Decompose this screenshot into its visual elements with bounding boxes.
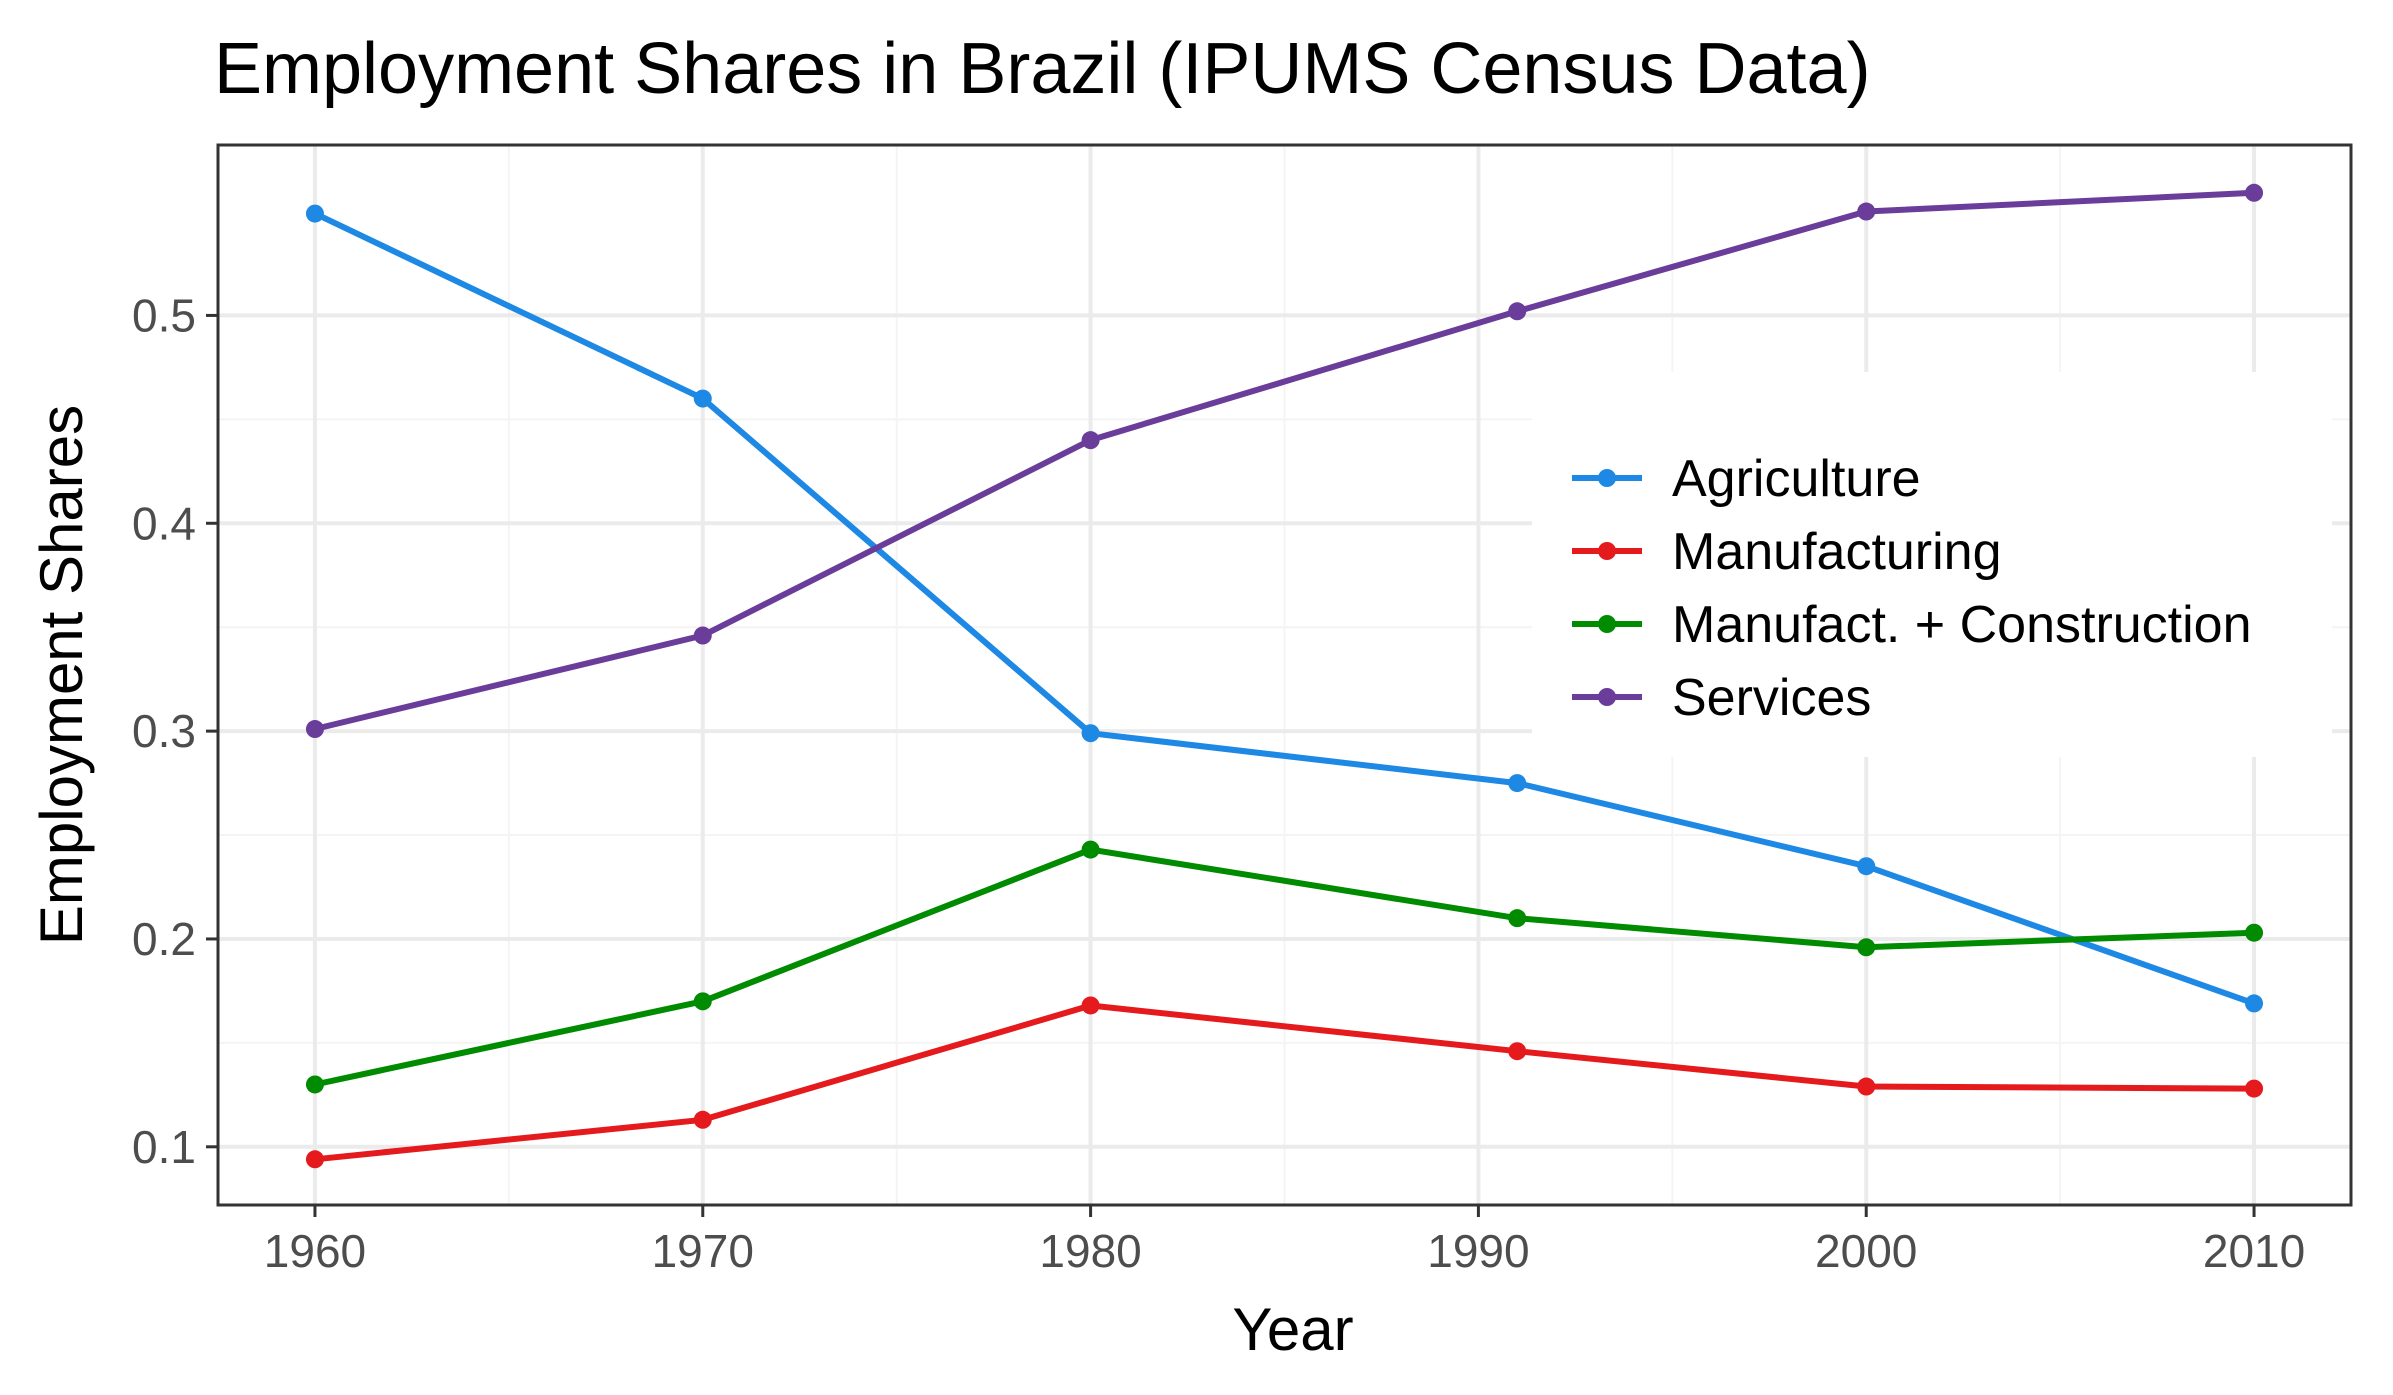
data-point [305, 1150, 324, 1169]
data-point [305, 720, 324, 739]
legend-label: Agriculture [1672, 450, 1921, 508]
data-point [1508, 1042, 1527, 1061]
y-tick-label: 0.1 [132, 1121, 196, 1173]
data-point [2245, 994, 2264, 1013]
data-point [1081, 724, 1100, 743]
series-line [314, 1002, 2255, 1163]
axes: 1960 1970 1980 1990 2000 2010 0.1 0.2 0.3 0.4 0.5 [132, 289, 2305, 1277]
x-tick-label: 1960 [264, 1225, 366, 1277]
data-point [693, 1110, 712, 1129]
data-point [2245, 1079, 2264, 1098]
legend-key-point [1598, 688, 1616, 706]
data-point [1857, 202, 1876, 221]
legend-key-point [1598, 542, 1616, 560]
data-point [693, 389, 712, 408]
legend-label: Services [1672, 669, 1871, 727]
legend-background [1532, 372, 2332, 757]
data-point [1081, 840, 1100, 859]
data-point [1081, 996, 1100, 1015]
x-tick-label: 1970 [652, 1225, 754, 1277]
series-3 [305, 183, 2264, 739]
data-point [1857, 1077, 1876, 1096]
legend-key-point [1598, 615, 1616, 633]
y-tick-label: 0.2 [132, 913, 196, 965]
data-point [1508, 909, 1527, 928]
x-tick-label: 2010 [2203, 1225, 2305, 1277]
legend-key-point [1598, 469, 1616, 487]
legend-label: Manufact. + Construction [1672, 596, 2252, 654]
series-0 [305, 204, 2264, 1013]
data-point [2245, 923, 2264, 942]
data-point [2245, 183, 2264, 202]
x-tick-label: 2000 [1815, 1225, 1917, 1277]
y-tick-label: 0.5 [132, 289, 196, 341]
x-tick-label: 1980 [1039, 1225, 1141, 1277]
data-point [305, 204, 324, 223]
y-tick-label: 0.3 [132, 705, 196, 757]
series-line [313, 210, 2256, 1007]
data-point [1081, 431, 1100, 450]
series-line [314, 846, 2255, 1088]
data-point [693, 626, 712, 645]
data-point [1857, 857, 1876, 876]
series-line [314, 189, 2255, 732]
data-point [1508, 774, 1527, 793]
x-axis-title: Year [1232, 1296, 1353, 1363]
data-point [305, 1075, 324, 1094]
y-axis-title: Employment Shares [28, 405, 95, 945]
series-1 [305, 996, 2264, 1169]
legend: Agriculture Manufacturing Manufact. + Cons… [1532, 372, 2332, 757]
series-2 [305, 840, 2264, 1094]
x-tick-label: 1990 [1427, 1225, 1529, 1277]
data-point [693, 992, 712, 1011]
plot-panel-border [216, 143, 2353, 1207]
series-layer [305, 183, 2264, 1169]
y-tick-label: 0.4 [132, 497, 196, 549]
data-point [1508, 302, 1527, 321]
data-point [1857, 938, 1876, 957]
legend-label: Manufacturing [1672, 523, 2002, 581]
chart-title: Employment Shares in Brazil (IPUMS Censu… [214, 29, 1871, 109]
